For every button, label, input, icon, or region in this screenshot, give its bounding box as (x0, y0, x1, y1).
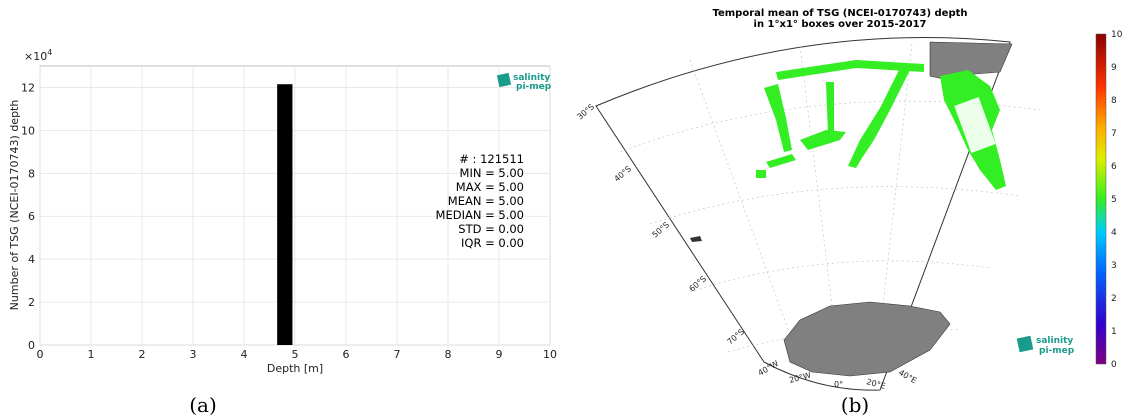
lat-line-40s (619, 100, 1041, 153)
caption-b: (b) (841, 393, 869, 417)
colorbar-ticks: 0 1 2 3 4 5 6 7 8 9 10 (1111, 30, 1123, 370)
x-tick-label: 6 (343, 348, 350, 361)
y-tick-label: 0 (28, 339, 35, 352)
lon-line-20w (689, 59, 801, 363)
cell-track-central (800, 130, 846, 150)
map-panel: Temporal mean of TSG (NCEI-0170743) dept… (576, 8, 1123, 417)
lon-label-0: 0° (834, 380, 843, 389)
logo-icon (1016, 335, 1034, 353)
stat-max: MAX = 5.00 (456, 180, 524, 194)
y-tick-label: 6 (28, 210, 35, 223)
cell-track-sw (766, 154, 796, 168)
cell-track-point (756, 170, 766, 178)
salinity-pimep-logo: salinity pi-mep (496, 72, 552, 92)
grid-lines (39, 66, 551, 346)
lat-label-30s: 30°S (576, 102, 597, 121)
x-tick-label: 5 (292, 348, 299, 361)
east-gap (954, 97, 996, 153)
x-tick-label: 8 (445, 348, 452, 361)
stat-iqr: IQR = 0.00 (461, 236, 524, 250)
colorbar-tick-label: 0 (1111, 360, 1117, 370)
y-multiplier: ×104 (24, 48, 52, 63)
colorbar-tick-label: 5 (1111, 195, 1117, 205)
logo-line-1: salinity (513, 73, 550, 83)
bars (277, 84, 293, 346)
colorbar (1095, 33, 1107, 365)
cell-track-mid (826, 82, 834, 134)
salinity-pimep-logo-map: salinity pi-mep (1016, 335, 1075, 356)
colorbar-tick-label: 10 (1111, 30, 1123, 40)
colorbar-tick-label: 9 (1111, 63, 1117, 73)
x-tick-label: 3 (190, 348, 197, 361)
y-axis-label: Number of TSG (NCEI-0170743) depth (8, 100, 21, 311)
cell-track-north (776, 60, 924, 80)
x-tick-label: 10 (543, 348, 557, 361)
x-tick-label: 7 (394, 348, 401, 361)
colorbar-tick-label: 1 (1111, 327, 1117, 337)
stat-std: STD = 0.00 (458, 222, 524, 236)
colorbar-tick-label: 4 (1111, 228, 1117, 238)
y-tick-label: 4 (28, 253, 35, 266)
y-tick-label: 10 (21, 124, 35, 137)
stat-mean: MEAN = 5.00 (448, 194, 524, 208)
x-tick-label: 0 (37, 348, 44, 361)
stat-median: MEDIAN = 5.00 (436, 208, 524, 222)
colorbar-tick-label: 8 (1111, 96, 1117, 106)
lon-label-40e: 40°E (897, 368, 918, 385)
cell-track-diagonal (848, 68, 910, 168)
caption-a: (a) (189, 393, 217, 417)
map-frame (595, 37, 1011, 391)
logo-line-2: pi-mep (1039, 346, 1075, 356)
colorbar-tick-label: 6 (1111, 162, 1117, 172)
stat-min: MIN = 5.00 (460, 166, 524, 180)
y-tick-labels: 0 2 4 6 8 10 12 (21, 81, 35, 352)
x-tick-label: 2 (139, 348, 146, 361)
lat-label-50s: 50°S (651, 220, 672, 239)
colorbar-tick-label: 7 (1111, 129, 1117, 139)
africa-land (929, 41, 1013, 81)
histogram-bar (277, 84, 293, 346)
x-axis-label: Depth [m] (267, 362, 323, 375)
colorbar-tick-label: 2 (1111, 294, 1117, 304)
cell-track-west (764, 84, 792, 152)
colorbar-tick-label: 3 (1111, 261, 1117, 271)
x-tick-labels: 0 1 2 3 4 5 6 7 8 9 10 (37, 348, 558, 361)
statistics-box: # : 121511 MIN = 5.00 MAX = 5.00 MEAN = … (436, 152, 524, 250)
antarctica-land (783, 301, 951, 377)
y-tick-label: 8 (28, 167, 35, 180)
logo-icon (496, 72, 512, 88)
x-tick-label: 1 (88, 348, 95, 361)
x-tick-label: 4 (241, 348, 248, 361)
logo-line-2: pi-mep (516, 82, 552, 92)
x-tick-label: 9 (496, 348, 503, 361)
lat-label-40s: 40°S (613, 164, 634, 183)
lat-line-50s (649, 186, 1021, 225)
lat-label-60s: 60°S (688, 274, 709, 293)
y-tick-label: 2 (28, 296, 35, 309)
logo-line-1: salinity (1036, 336, 1073, 346)
y-tick-label: 12 (21, 81, 35, 94)
stat-count: # : 121511 (459, 152, 524, 166)
south-georgia-island (690, 236, 702, 242)
map-title-line-1: Temporal mean of TSG (NCEI-0170743) dept… (712, 8, 967, 19)
map-title-line-2: in 1°x1° boxes over 2015-2017 (754, 19, 927, 30)
